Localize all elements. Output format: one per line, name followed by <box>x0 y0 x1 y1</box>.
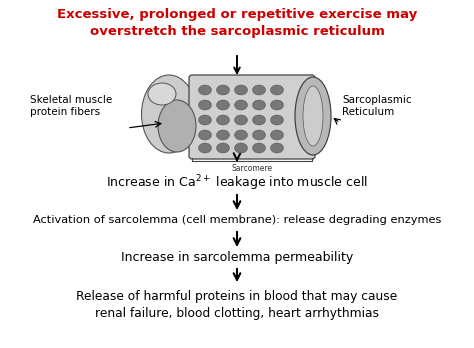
Ellipse shape <box>235 85 247 95</box>
Ellipse shape <box>199 115 211 125</box>
Ellipse shape <box>253 143 265 153</box>
Ellipse shape <box>158 100 196 152</box>
Ellipse shape <box>303 86 323 146</box>
Ellipse shape <box>271 143 283 153</box>
Ellipse shape <box>199 85 211 95</box>
Ellipse shape <box>253 100 265 110</box>
Ellipse shape <box>217 115 229 125</box>
Text: Skeletal muscle
protein fibers: Skeletal muscle protein fibers <box>30 95 112 117</box>
Text: Increase in sarcolemma permeability: Increase in sarcolemma permeability <box>121 252 353 264</box>
FancyBboxPatch shape <box>189 75 315 159</box>
Ellipse shape <box>235 100 247 110</box>
Ellipse shape <box>271 85 283 95</box>
Ellipse shape <box>148 83 176 105</box>
Ellipse shape <box>271 130 283 140</box>
Ellipse shape <box>199 100 211 110</box>
Text: Increase in Ca$^{2+}$ leakage into muscle cell: Increase in Ca$^{2+}$ leakage into muscl… <box>106 173 368 193</box>
Ellipse shape <box>142 75 197 153</box>
Ellipse shape <box>217 130 229 140</box>
Text: Sarcoplasmic
Reticulum: Sarcoplasmic Reticulum <box>342 95 411 117</box>
Text: Excessive, prolonged or repetitive exercise may
overstretch the sarcoplasmic ret: Excessive, prolonged or repetitive exerc… <box>57 8 417 38</box>
Text: Sarcomere: Sarcomere <box>231 164 273 173</box>
Ellipse shape <box>271 115 283 125</box>
Text: Release of harmful proteins in blood that may cause
renal failure, blood clottin: Release of harmful proteins in blood tha… <box>76 290 398 320</box>
Ellipse shape <box>199 143 211 153</box>
Ellipse shape <box>217 85 229 95</box>
Ellipse shape <box>235 130 247 140</box>
Ellipse shape <box>271 100 283 110</box>
Ellipse shape <box>199 130 211 140</box>
Ellipse shape <box>253 85 265 95</box>
Ellipse shape <box>253 130 265 140</box>
Ellipse shape <box>235 115 247 125</box>
Ellipse shape <box>217 143 229 153</box>
Text: Activation of sarcolemma (cell membrane): release degrading enzymes: Activation of sarcolemma (cell membrane)… <box>33 215 441 225</box>
Ellipse shape <box>295 77 331 155</box>
Ellipse shape <box>217 100 229 110</box>
Ellipse shape <box>235 143 247 153</box>
Ellipse shape <box>253 115 265 125</box>
